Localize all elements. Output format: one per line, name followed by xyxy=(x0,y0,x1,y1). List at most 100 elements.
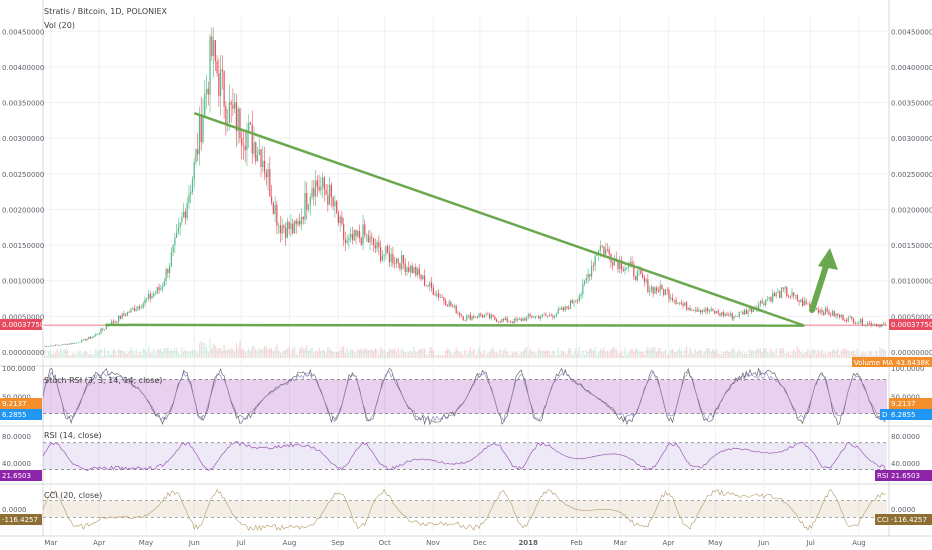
volume-bar xyxy=(395,352,398,358)
candle-body xyxy=(868,322,871,324)
candle-body xyxy=(193,162,195,180)
volume-bar xyxy=(140,354,143,358)
rsi-tick-right: 80.0000 xyxy=(891,433,920,441)
volume-bar xyxy=(557,348,559,358)
candle-body xyxy=(436,293,438,296)
candle-body xyxy=(624,268,626,271)
rsi-title: RSI (14, close) xyxy=(44,431,102,440)
volume-bar xyxy=(652,347,654,358)
volume-bar xyxy=(151,352,153,358)
volume-bar xyxy=(439,354,441,358)
volume-bar xyxy=(309,347,311,358)
volume-bar xyxy=(622,355,624,358)
volume-bar xyxy=(52,353,55,358)
candle-body xyxy=(309,196,311,206)
candle-body xyxy=(126,311,129,316)
candle-body xyxy=(114,321,116,323)
price-tick-label-left: 0.00200000 xyxy=(2,206,44,214)
stoch-tick-left: 100.0000 xyxy=(2,365,35,373)
volume-bar xyxy=(45,355,48,358)
volume-bar xyxy=(810,350,813,358)
volume-bar xyxy=(777,355,779,358)
candle-body xyxy=(72,343,74,344)
price-tick-label-left: 0.00250000 xyxy=(2,171,44,179)
candle-body xyxy=(409,265,412,272)
candle-body xyxy=(826,308,828,312)
volume-bar xyxy=(879,347,881,358)
time-tick-label: Aug xyxy=(283,539,297,547)
volume-bar xyxy=(583,354,586,358)
volume-bar xyxy=(381,348,383,358)
candle-body xyxy=(598,250,600,255)
candle-body xyxy=(459,312,461,316)
volume-bar xyxy=(311,347,313,358)
candle-body xyxy=(441,297,443,298)
volume-bar xyxy=(877,355,879,358)
candle-body xyxy=(314,180,317,197)
candle-body xyxy=(47,346,49,347)
volume-bar xyxy=(378,353,380,358)
candle-body xyxy=(81,339,83,343)
candle-body xyxy=(791,292,793,297)
candle-body xyxy=(835,313,837,317)
candle-body xyxy=(687,307,689,310)
volume-bar xyxy=(663,352,665,358)
volume-bar xyxy=(532,351,535,358)
volume-bar xyxy=(190,350,192,358)
candle-body xyxy=(543,314,545,315)
candle-body xyxy=(874,324,876,326)
volume-bar xyxy=(343,346,345,358)
candle-body xyxy=(696,309,698,312)
candle-body xyxy=(803,300,805,306)
candle-body xyxy=(747,310,749,314)
candle-body xyxy=(765,299,767,306)
price-tick-label-left: 0.00150000 xyxy=(2,242,44,250)
time-tick-label: Mar xyxy=(614,539,627,547)
candle-body xyxy=(659,285,661,293)
volume-bar xyxy=(798,348,800,358)
volume-bar xyxy=(44,348,46,358)
volume-bar xyxy=(77,352,79,358)
volume-bar xyxy=(209,337,211,358)
candle-body xyxy=(420,274,422,280)
candle-body xyxy=(849,317,851,318)
candle-body xyxy=(89,337,92,339)
cci-tag-left: -116.4257 xyxy=(0,514,42,525)
volume-bar xyxy=(249,350,252,358)
candle-body xyxy=(327,194,329,205)
volume-bar xyxy=(160,348,162,358)
volume-bar xyxy=(750,350,753,358)
candle-body xyxy=(726,313,728,316)
volume-bar xyxy=(408,352,410,358)
volume-bar xyxy=(504,347,507,358)
volume-bar xyxy=(481,353,484,358)
volume-bar xyxy=(524,348,526,358)
time-tick-label: Jul xyxy=(805,539,815,547)
candle-body xyxy=(408,267,410,272)
volume-bar xyxy=(758,348,760,358)
volume-bar xyxy=(54,352,56,358)
volume-bar xyxy=(95,348,97,358)
candle-body xyxy=(258,149,260,155)
candle-body xyxy=(144,299,146,304)
candle-body xyxy=(418,268,420,275)
volume-bar xyxy=(838,354,841,358)
candle-body xyxy=(290,223,292,230)
stoch-title: Stoch RSI (3, 3, 14, 14, close) xyxy=(44,376,162,385)
volume-bar xyxy=(216,348,218,358)
price-tick-label-right: 0.00100000 xyxy=(891,278,932,286)
candle-body xyxy=(596,254,598,256)
candle-body xyxy=(684,302,686,306)
candle-body xyxy=(263,160,266,173)
stoch-band xyxy=(43,379,887,414)
candle-body xyxy=(599,245,602,251)
candle-body xyxy=(601,245,603,247)
volume-bar xyxy=(550,354,552,358)
volume-bar xyxy=(227,348,229,358)
candle-body xyxy=(768,297,770,300)
volume-bar xyxy=(460,353,463,358)
volume-bar xyxy=(717,353,719,358)
volume-bar xyxy=(86,352,88,358)
volume-bar xyxy=(513,352,515,358)
